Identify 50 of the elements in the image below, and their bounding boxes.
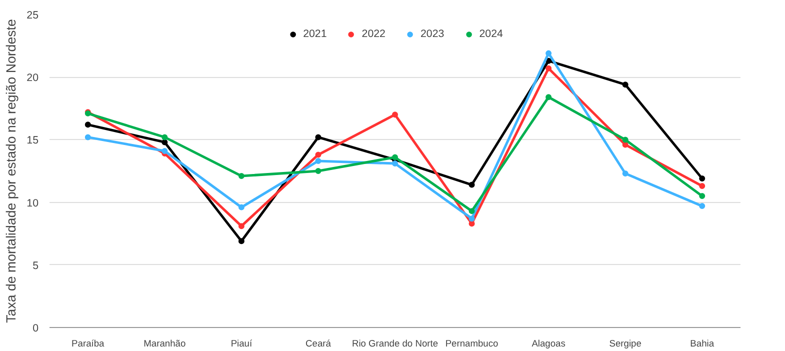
point [315, 134, 322, 140]
y-tick-label: 5 [32, 260, 39, 272]
y-tick-label: 20 [26, 72, 39, 84]
x-tick-label: Ceará [306, 338, 332, 348]
x-tick-label: Paraíba [72, 338, 106, 348]
x-tick-label: Rio Grande do Norte [352, 338, 438, 348]
point [468, 208, 475, 214]
point [238, 204, 244, 210]
y-tick-label: 15 [26, 134, 39, 147]
point [315, 152, 322, 158]
point [622, 170, 628, 176]
point [699, 203, 706, 210]
legend-label: 2024 [479, 28, 503, 40]
point [162, 134, 168, 140]
x-tick-label: Maranhão [144, 338, 186, 348]
point [162, 148, 168, 154]
legend-label: 2022 [362, 28, 386, 40]
point [546, 94, 552, 100]
point [546, 65, 552, 72]
point [622, 142, 628, 148]
point [468, 216, 475, 222]
legend-label: 2021 [303, 28, 327, 40]
x-tick-label: Bahia [690, 338, 715, 348]
point [392, 112, 398, 118]
x-tick-label: Alagoas [532, 338, 566, 348]
y-tick-label: 0 [32, 322, 39, 334]
x-tick-label: Pernambuco [445, 338, 498, 348]
point [546, 50, 552, 56]
point [84, 134, 91, 140]
y-tick-label: 10 [26, 197, 39, 210]
point [238, 223, 244, 230]
point [622, 82, 628, 88]
point [699, 176, 706, 182]
point [699, 183, 706, 190]
point [468, 182, 475, 188]
point [238, 238, 244, 244]
x-tick-label: Sergipe [609, 338, 642, 348]
point [622, 136, 628, 143]
point [162, 139, 168, 146]
point [84, 122, 91, 128]
point [392, 154, 398, 160]
point [392, 160, 398, 166]
y-tick-label: 25 [26, 10, 39, 22]
legend-label: 2023 [420, 28, 444, 40]
y-axis-title: Taxa de mortalidade por estado na região Nordeste [4, 19, 19, 323]
point [238, 173, 244, 180]
point [315, 158, 322, 164]
point [699, 193, 706, 200]
x-tick-label: Piauí [230, 338, 252, 348]
point [315, 168, 322, 174]
